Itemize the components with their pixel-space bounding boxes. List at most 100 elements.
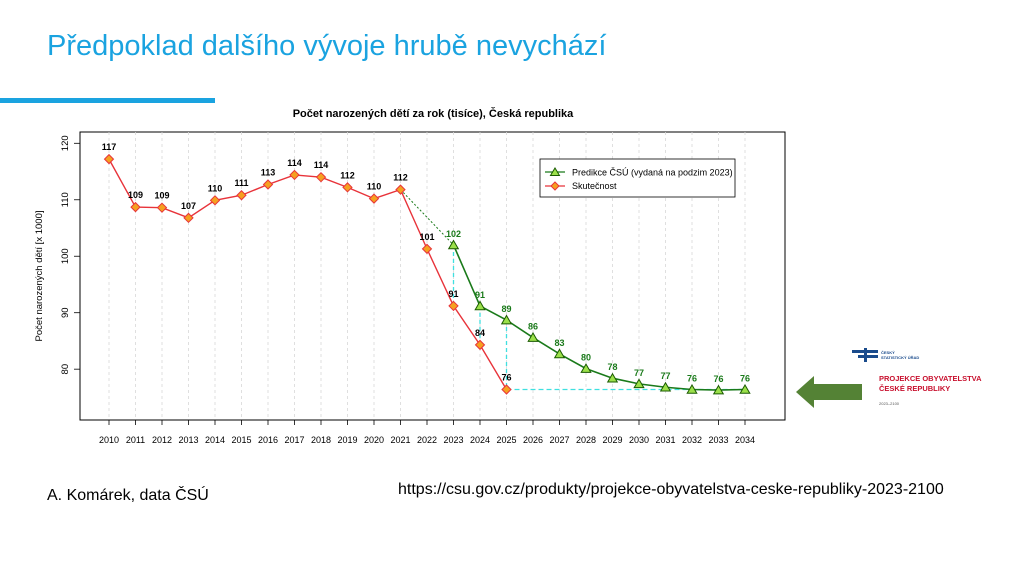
x-tick-label: 2022 [417,435,437,445]
prediction-data-label: 76 [740,374,750,384]
y-tick-label: 120 [60,135,71,151]
actual-series-line [108,158,508,390]
actual-marker [342,182,353,193]
actual-data-label: 91 [448,289,458,299]
x-tick-label: 2021 [390,435,410,445]
y-tick-label: 110 [60,192,71,207]
y-axis-label: Počet narozených dětí [x 1000] [34,211,45,342]
legend-prediction-label: Predikce ČSÚ (vydaná na podzim 2023) [572,168,733,178]
y-tick-label: 90 [60,307,71,318]
actual-marker [474,339,486,351]
prediction-data-label: 102 [446,229,461,239]
actual-marker [183,212,194,224]
prediction-data-label: 86 [528,322,538,332]
legend-prediction-marker [549,167,561,176]
actual-marker [156,202,168,213]
prediction-bridge-line [400,189,454,246]
prediction-marker [606,372,619,383]
legend-actual-marker [550,181,560,191]
x-tick-label: 2011 [126,435,145,445]
csu-projection-logo: ČESKÝ STATISTICKÝ ÚŘAD PROJEKCE OBYVATEL… [852,348,1002,410]
x-tick-label: 2010 [99,435,119,445]
x-tick-label: 2031 [655,435,675,445]
data-labels: 117 109 109 107 110 111 113 114 114 112 110 112 101 9… [102,142,750,384]
data-markers [103,153,751,395]
x-tick-label: 2029 [602,435,622,445]
x-tick-label: 2034 [735,435,755,445]
actual-marker [315,171,327,183]
x-tick-label: 2013 [178,435,198,445]
actual-marker [262,179,274,190]
actual-marker [103,153,115,165]
x-tick-label: 2027 [549,435,569,445]
x-tick-label: 2023 [443,435,463,445]
actual-data-label: 112 [393,173,408,183]
chart-title: Počet narozených dětí za rok (tisíce), Č… [293,107,574,120]
prediction-data-label: 76 [687,374,697,384]
y-tick-label: 100 [60,248,71,264]
actual-data-label: 112 [340,170,355,180]
legend-actual-label: Skutečnost [572,181,617,191]
x-tick-label: 2020 [364,435,384,445]
title-underline [0,98,215,103]
prediction-data-label: 76 [713,374,723,384]
actual-data-label: 114 [314,160,329,170]
series-lines [108,158,746,391]
actual-marker [368,193,380,204]
plot-frame [79,131,786,421]
prediction-data-label: 78 [607,362,617,372]
x-tick-label: 2015 [231,435,251,445]
prediction-marker [659,381,672,392]
birth-chart: Počet narozených dětí za rok (tisíce), Č… [34,107,786,445]
x-tick-label: 2019 [337,435,357,445]
x-tick-label: 2030 [629,435,649,445]
actual-data-label: 117 [102,142,117,152]
actual-marker [421,243,433,255]
x-tick-label: 2016 [258,435,278,445]
x-tick-label: 2033 [708,435,728,445]
prediction-marker [447,239,460,250]
actual-data-label: 76 [501,373,511,383]
prediction-marker [686,384,698,394]
prediction-data-label: 77 [634,368,644,378]
x-tick-label: 2025 [496,435,516,445]
x-tick-label: 2026 [523,435,543,445]
actual-data-label: 107 [181,201,196,211]
prediction-data-label: 80 [581,353,591,363]
legend-box [539,158,736,198]
y-axis-ticks: 80 90 100 110 120 [60,135,80,374]
actual-data-label: 101 [419,232,434,242]
prediction-marker [527,332,539,342]
x-tick-label: 2017 [284,435,304,445]
x-axis-ticks: 2010 2011 2012 2013 2014 2015 2016 2017 2018 2019… [99,420,755,445]
actual-marker [448,300,459,312]
prediction-series-line [452,244,746,391]
prediction-marker [580,363,592,373]
actual-marker [395,184,406,195]
actual-marker [130,201,141,213]
actual-marker [501,384,512,395]
actual-data-label: 109 [154,191,169,201]
x-tick-label: 2032 [682,435,702,445]
actual-marker [209,195,221,206]
x-tick-label: 2012 [152,435,172,445]
actual-data-label: 110 [208,183,223,193]
logo-small-text: ČESKÝ STATISTICKÝ ÚŘAD [881,350,920,360]
x-tick-label: 2018 [311,435,331,445]
actual-data-label: 114 [287,158,302,168]
prediction-marker [474,300,486,311]
author-credit: A. Komárek, data ČSÚ [47,487,209,504]
prediction-data-label: 83 [554,338,564,348]
prediction-data-label: 89 [501,304,511,314]
prediction-data-label: 91 [475,290,485,300]
actual-data-label: 110 [367,182,382,192]
x-tick-label: 2014 [205,435,225,445]
prediction-marker [739,384,751,394]
actual-data-label: 84 [475,328,485,338]
prediction-marker [553,348,566,359]
logo-title-line1: PROJEKCE OBYVATELSTVA [879,374,982,383]
arrow-left-icon [796,376,862,408]
reference-lines [452,244,745,391]
logo-title-line2: ČESKÉ REPUBLIKY [879,384,951,393]
actual-marker [289,169,300,181]
